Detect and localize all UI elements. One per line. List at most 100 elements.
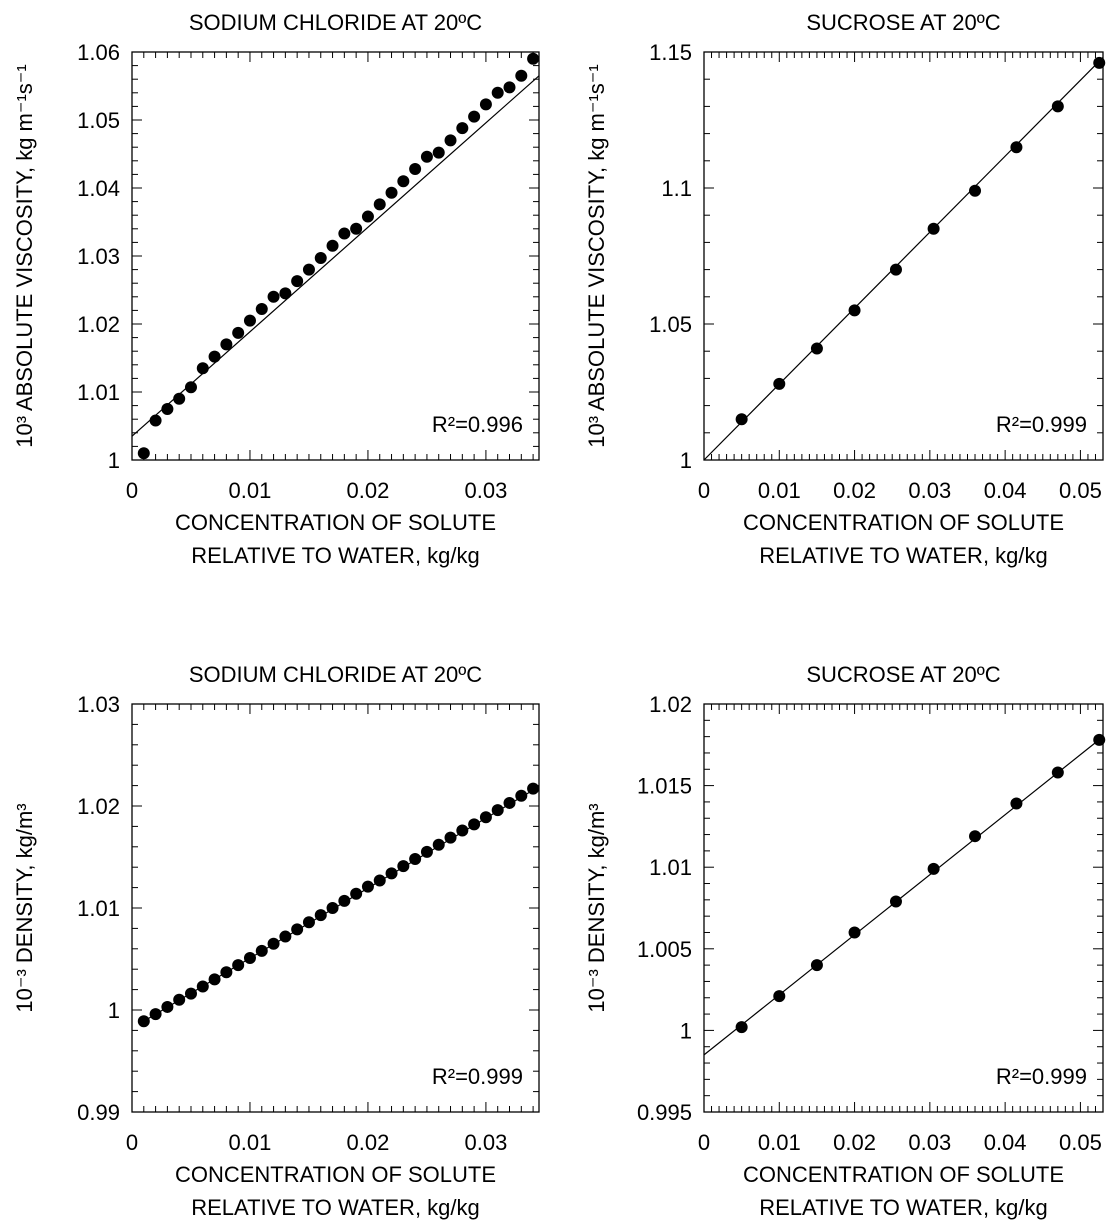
x-tick-label: 0.04 [984, 478, 1027, 503]
data-point [397, 860, 410, 873]
x-tick-label: 0.04 [984, 1130, 1027, 1155]
data-point [848, 926, 861, 939]
y-tick-label: 1.01 [649, 855, 692, 880]
data-point [432, 838, 445, 851]
chart-panel-1: 0 0.01 0.02 0.03 1 1.01 1.02 1.03 1.04 1.05 1.06 SO… [12, 10, 540, 568]
data-point [373, 874, 386, 887]
y-axis-label: 10⁻³ DENSITY, kg/m³ [584, 803, 609, 1012]
x-tick-label: 0 [126, 1130, 138, 1155]
data-point [409, 853, 422, 866]
x-tick-label: 0.03 [908, 1130, 951, 1155]
x-tick-label: 0.05 [1059, 1130, 1102, 1155]
chart-title: SODIUM CHLORIDE AT 20ºC [189, 10, 482, 35]
chart-panel-3: 0 0.01 0.02 0.03 0.99 1 1.01 1.02 1.03 SODIUM CHL… [12, 662, 540, 1220]
data-point [468, 110, 481, 123]
y-tick-label: 1.01 [77, 896, 120, 921]
data-point [773, 377, 786, 390]
data-point [432, 146, 445, 159]
data-point [456, 824, 469, 837]
y-tick-label: 1.1 [661, 176, 692, 201]
data-point [255, 944, 268, 957]
x-tick-label: 0.01 [229, 478, 272, 503]
x-axis-label: CONCENTRATION OF SOLUTE [175, 1162, 496, 1187]
x-axis-label: RELATIVE TO WATER, kg/kg [759, 1195, 1048, 1220]
x-tick-label: 0.03 [908, 478, 951, 503]
data-point [314, 252, 327, 265]
y-tick-label: 1.15 [649, 40, 692, 65]
x-tick-label: 0.02 [833, 1130, 876, 1155]
data-point [969, 184, 982, 197]
data-point [326, 902, 339, 914]
data-point [1010, 141, 1023, 154]
x-tick-label: 0 [698, 1130, 710, 1155]
y-axis-label: 10³ ABSOLUTE VISCOSITY, kg m⁻¹s⁻¹ [584, 64, 609, 447]
y-tick-label: 0.995 [637, 1100, 692, 1125]
x-axis-label: RELATIVE TO WATER, kg/kg [759, 543, 1048, 568]
chart-title: SUCROSE AT 20ºC [806, 662, 1000, 687]
data-point [173, 993, 186, 1006]
x-axis-label: CONCENTRATION OF SOLUTE [175, 510, 496, 535]
data-point [444, 134, 457, 147]
y-tick-label: 1.005 [637, 937, 692, 962]
y-tick-label: 1.05 [77, 108, 120, 133]
data-point [279, 930, 292, 943]
y-tick-label: 1.03 [77, 244, 120, 269]
data-point [232, 959, 245, 972]
data-point [314, 909, 327, 922]
data-point [173, 392, 186, 405]
data-point [279, 287, 292, 300]
x-tick-label: 0.01 [229, 1130, 272, 1155]
data-point [267, 290, 280, 303]
data-point [137, 1015, 150, 1028]
data-point [208, 973, 221, 986]
chart-title: SUCROSE AT 20ºC [806, 10, 1000, 35]
data-point [735, 1021, 748, 1034]
chart-title: SODIUM CHLORIDE AT 20ºC [189, 662, 482, 687]
data-point [184, 381, 197, 394]
data-point [208, 350, 221, 363]
data-point [420, 845, 433, 858]
y-tick-label: 1.02 [77, 312, 120, 337]
data-point [527, 782, 540, 795]
data-point [1093, 56, 1106, 69]
data-point [302, 916, 315, 929]
x-axis-label: RELATIVE TO WATER, kg/kg [191, 543, 480, 568]
data-point [468, 818, 481, 831]
y-tick-label: 1 [108, 998, 120, 1023]
y-axis-label: 10⁻³ DENSITY, kg/m³ [12, 803, 37, 1012]
x-tick-label: 0.01 [758, 1130, 801, 1155]
x-tick-label: 0.01 [758, 478, 801, 503]
y-tick-label: 1 [680, 1018, 692, 1043]
y-tick-label: 1 [680, 448, 692, 473]
data-point [479, 98, 492, 111]
data-point [479, 811, 492, 824]
r-squared-annotation: R²=0.999 [996, 412, 1087, 437]
r-squared-annotation: R²=0.996 [432, 412, 523, 437]
x-tick-label: 0 [698, 478, 710, 503]
data-point [161, 403, 174, 415]
data-point [220, 966, 233, 979]
y-tick-label: 1.015 [637, 774, 692, 799]
data-point [361, 210, 374, 223]
y-tick-label: 1.02 [77, 794, 120, 819]
data-point [255, 303, 268, 316]
data-point [420, 150, 433, 163]
y-tick-label: 1 [108, 448, 120, 473]
y-axis-label: 10³ ABSOLUTE VISCOSITY, kg m⁻¹s⁻¹ [12, 64, 37, 447]
x-axis-label: RELATIVE TO WATER, kg/kg [191, 1195, 480, 1220]
data-point [385, 867, 398, 880]
data-point [503, 796, 516, 809]
data-point [927, 222, 940, 235]
data-point [773, 990, 786, 1003]
data-point [267, 937, 280, 950]
data-point [1010, 797, 1023, 810]
data-point [137, 447, 150, 460]
y-tick-label: 1.05 [649, 312, 692, 337]
y-tick-label: 1.04 [77, 176, 120, 201]
x-tick-label: 0 [126, 478, 138, 503]
regression-line [703, 736, 1104, 1056]
data-point [503, 81, 516, 94]
y-tick-label: 1.01 [77, 380, 120, 405]
x-tick-label: 0.02 [833, 478, 876, 503]
data-point [326, 239, 339, 252]
